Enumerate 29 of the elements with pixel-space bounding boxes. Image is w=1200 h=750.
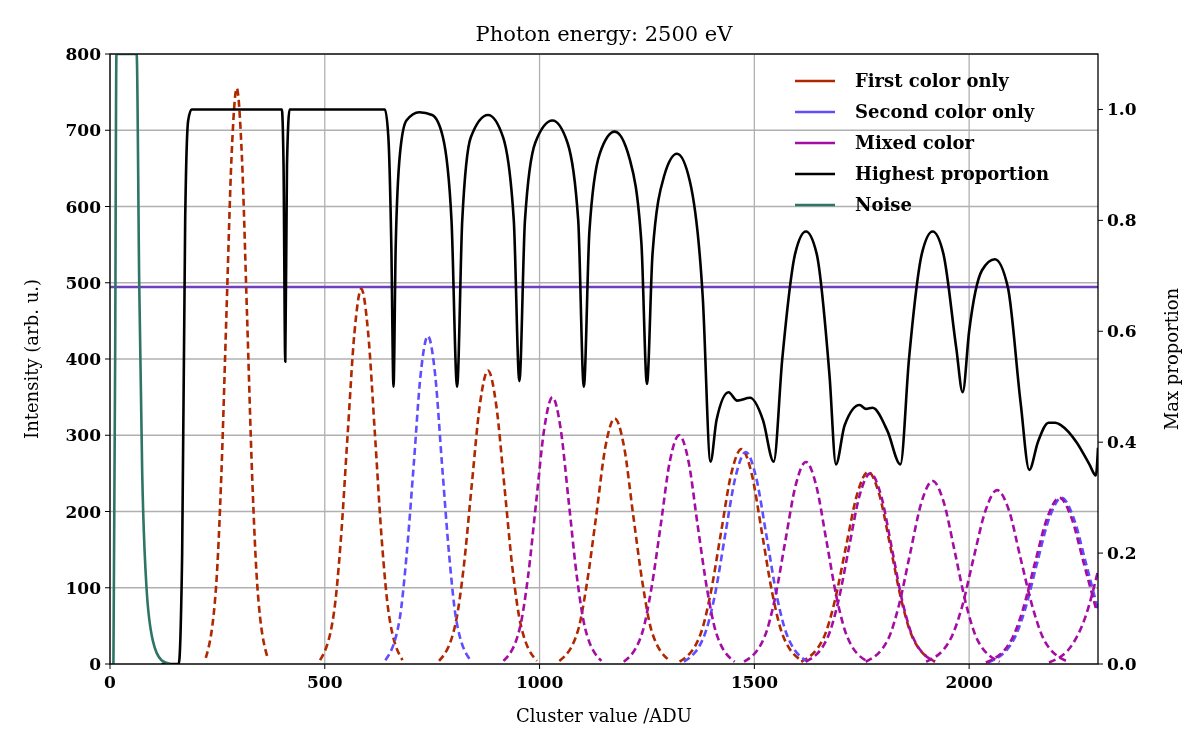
legend-label: First color only <box>855 70 1010 91</box>
legend-label: Mixed color <box>855 132 975 153</box>
x-tick-label: 500 <box>307 672 343 692</box>
y2-tick-label: 1.0 <box>1107 99 1137 120</box>
legend-label: Second color only <box>855 101 1035 122</box>
legend-label: Noise <box>855 194 912 215</box>
y-tick-label: 300 <box>65 425 102 446</box>
y2-tick-label: 0.4 <box>1107 432 1137 453</box>
y2-tick-label: 0.2 <box>1107 543 1137 564</box>
y-tick-label: 100 <box>65 577 102 598</box>
x-tick-label: 1000 <box>515 672 564 692</box>
y-tick-label: 200 <box>65 501 102 522</box>
y2-tick-label: 0.0 <box>1107 654 1137 674</box>
y2-tick-label: 0.8 <box>1107 210 1137 231</box>
chart-title: Photon energy: 2500 eV <box>475 22 734 46</box>
y-tick-label: 600 <box>65 196 102 217</box>
x-axis-title: Cluster value /ADU <box>516 705 692 726</box>
y-tick-label: 0 <box>89 654 102 674</box>
y2-tick-label: 0.6 <box>1107 321 1137 342</box>
y2-axis-title: Max proportion <box>1161 287 1182 431</box>
y-axis-title: Intensity (arb. u.) <box>21 279 42 439</box>
x-tick-label: 0 <box>104 672 117 692</box>
y-tick-label: 500 <box>65 272 102 293</box>
legend-label: Highest proportion <box>855 163 1050 184</box>
y-tick-label: 700 <box>65 120 102 141</box>
x-tick-label: 2000 <box>945 672 993 692</box>
y-tick-label: 800 <box>65 44 102 64</box>
y-tick-label: 400 <box>65 349 102 369</box>
x-tick-label: 1500 <box>730 672 779 692</box>
